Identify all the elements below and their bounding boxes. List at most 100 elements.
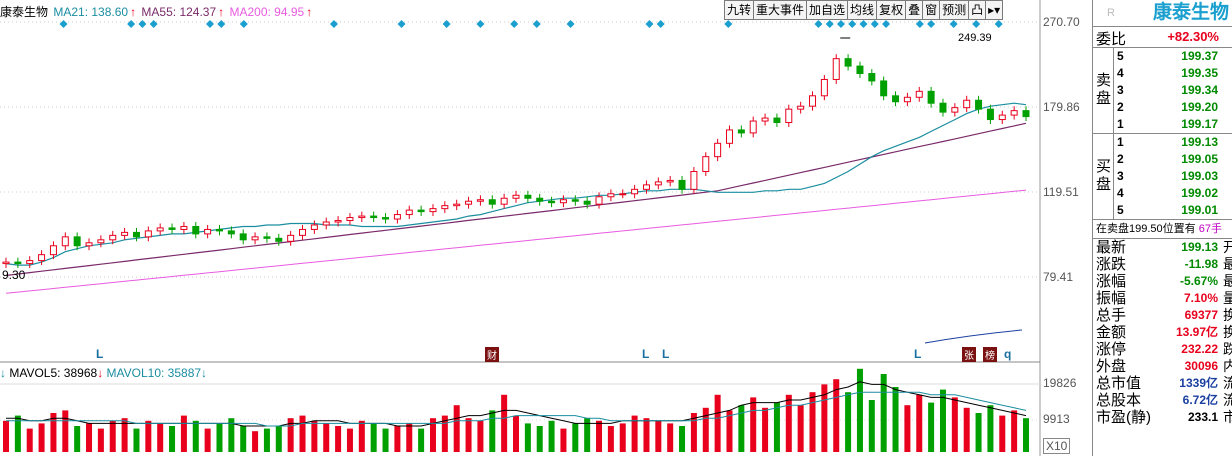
buy-price: 199.03: [1181, 169, 1218, 183]
sell-row[interactable]: 3 199.34: [1113, 82, 1232, 99]
candle-body: [168, 227, 176, 230]
candle-body: [417, 209, 425, 213]
sell-row[interactable]: 4 199.35: [1113, 65, 1232, 82]
event-diamond-icon: [138, 20, 147, 28]
candle-body: [215, 228, 223, 232]
ma21-label: MA21: 138.60: [53, 5, 129, 19]
event-diamond-icon: [532, 20, 541, 28]
ma200-line: [5, 189, 1027, 294]
moving-average-button[interactable]: 均线: [847, 0, 878, 20]
candle-body: [702, 156, 710, 173]
stat-value: 1339亿: [1179, 376, 1218, 390]
marker-l-3[interactable]: L: [662, 347, 670, 361]
stat-row: 外盘 30096 内: [1093, 358, 1232, 375]
candle-body: [797, 105, 805, 110]
stat-suffix: 最: [1223, 256, 1232, 273]
volume-bar: [524, 423, 531, 452]
sell-price: 199.20: [1181, 100, 1218, 114]
marker-l-4[interactable]: L: [914, 347, 922, 361]
stat-label: 总手: [1096, 307, 1127, 324]
volume-bar: [299, 415, 306, 452]
buy-row[interactable]: 1 199.13: [1113, 134, 1232, 151]
candle-body: [85, 242, 93, 247]
sell-row[interactable]: 2 199.20: [1113, 99, 1232, 116]
volume-bar: [1023, 418, 1029, 452]
sell-price: 199.17: [1181, 117, 1218, 131]
stat-row: 振幅 7.10% 量: [1093, 290, 1232, 307]
kline-chart-panel[interactable]: 康泰生物 MA21: 138.60 ↑ MA55: 124.37 ↑ MA200: …: [0, 0, 1092, 456]
volume-bar: [536, 426, 543, 452]
indicator-curve: [924, 329, 1023, 344]
stat-value: 6.72亿: [1182, 393, 1218, 407]
sell-price: 199.35: [1181, 66, 1218, 80]
bump-icon-button[interactable]: 凸: [968, 0, 987, 20]
quote-side-panel: R 康泰生物 委比 +82.30% 卖盘 5 199.37 4 199.35 3 199.…: [1092, 0, 1232, 456]
stat-label: 涨幅: [1096, 273, 1127, 290]
sell-row[interactable]: 5 199.37: [1113, 48, 1232, 65]
buy-row[interactable]: 3 199.03: [1113, 168, 1232, 185]
position-info-extra: 67手: [1198, 223, 1222, 235]
stat-suffix: 量: [1223, 290, 1232, 307]
volume-bar: [370, 423, 377, 452]
stat-suffix: 开: [1223, 239, 1232, 256]
marker-zhang[interactable]: 张: [962, 347, 976, 362]
candle-body: [832, 58, 840, 80]
event-diamond-icon: [724, 20, 733, 28]
volume-bar: [38, 423, 45, 452]
adjust-button[interactable]: 复权: [876, 0, 907, 20]
volume-bar: [904, 405, 911, 452]
stat-suffix: 换: [1223, 324, 1232, 341]
event-diamond-icon: [127, 20, 136, 28]
buy-row[interactable]: 5 199.01: [1113, 202, 1232, 219]
candle-body: [2, 261, 10, 265]
event-diamond-icon: [972, 20, 981, 28]
major-events-button[interactable]: 重大事件: [753, 0, 808, 20]
add-watchlist-button[interactable]: 加自选: [806, 0, 849, 20]
candle-body: [49, 245, 57, 256]
candle-body: [382, 217, 390, 220]
candle-body: [61, 236, 69, 247]
marker-ku[interactable]: 榜: [983, 347, 997, 362]
buy-row[interactable]: 2 199.05: [1113, 151, 1232, 168]
stat-row: 涨幅 -5.67% 最: [1093, 273, 1232, 290]
kline-chart-canvas[interactable]: [0, 0, 1092, 456]
volume-bar: [702, 407, 709, 452]
stat-suffix: 市: [1223, 409, 1232, 426]
marker-l-2[interactable]: L: [642, 347, 650, 361]
candle-body: [239, 233, 247, 241]
marker-q[interactable]: q: [1004, 347, 1012, 361]
ma200-label: MA200: 94.95: [229, 5, 305, 19]
quote-stats: 最新199.13开涨跌-11.98最涨幅-5.67%最振幅7.10%量总手693…: [1093, 239, 1232, 426]
candle-body: [370, 215, 378, 219]
volume-bar: [690, 413, 697, 452]
volume-bar: [453, 405, 460, 452]
candle-body: [820, 78, 828, 97]
volume-bar: [275, 426, 282, 452]
sell-row[interactable]: 1 199.17: [1113, 116, 1232, 133]
event-diamond-icon: [994, 20, 1003, 28]
event-diamond-icon: [217, 20, 226, 28]
forecast-button[interactable]: 预测: [939, 0, 970, 20]
stat-label: 总市值: [1096, 375, 1142, 392]
volume-bar: [513, 415, 519, 452]
window-button[interactable]: 窗: [922, 0, 941, 20]
stat-label: 涨停: [1096, 341, 1127, 358]
volume-bar: [192, 420, 199, 452]
expand-menu-icon[interactable]: ▸▾: [985, 0, 1004, 20]
volume-bar: [785, 394, 792, 452]
candle-body: [714, 142, 722, 158]
sell-level: 2: [1117, 100, 1124, 114]
jiuzhuan-button[interactable]: 九转: [724, 0, 755, 20]
mavol10-label: MAVOL10: 35887: [106, 366, 202, 380]
candle-body: [939, 102, 947, 113]
r-icon: R: [1107, 7, 1115, 19]
volume-bar: [1011, 410, 1018, 452]
volume-bar: [109, 420, 116, 452]
candle-body: [1010, 110, 1018, 116]
overlay-button[interactable]: 叠: [905, 0, 924, 20]
marker-financial[interactable]: 财: [485, 347, 499, 362]
marker-l-1[interactable]: L: [96, 347, 104, 361]
candle-body: [393, 214, 401, 220]
candle-body: [844, 58, 852, 67]
buy-row[interactable]: 4 199.02: [1113, 185, 1232, 202]
